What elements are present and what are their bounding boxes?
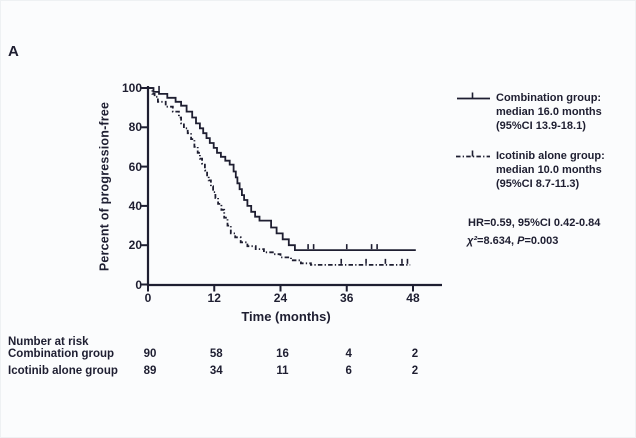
at-risk-value: 34 bbox=[209, 365, 223, 377]
at-risk-value: 2 bbox=[411, 365, 419, 377]
legend-entry-icotinib: Icotinib alone group: median 10.0 months… bbox=[496, 149, 635, 191]
at-risk-value: 58 bbox=[209, 348, 223, 360]
x-tick-label-48: 48 bbox=[406, 291, 420, 305]
y-tick-label-20: 20 bbox=[128, 238, 142, 253]
panel-label: A bbox=[8, 43, 19, 60]
y-tick-label-80: 80 bbox=[128, 120, 142, 135]
at-risk-value: 89 bbox=[143, 365, 157, 377]
number-at-risk-title: Number at risk bbox=[8, 336, 89, 348]
at-risk-value: 4 bbox=[345, 348, 352, 360]
p-value: =0.003 bbox=[524, 235, 559, 247]
legend-combination-name: Combination group: bbox=[496, 92, 602, 104]
y-tick-label-100: 100 bbox=[121, 81, 142, 95]
km-curve-icotinib bbox=[148, 87, 411, 266]
legend-entry-combination: Combination group: median 16.0 months (9… bbox=[496, 91, 635, 133]
hazard-ratio-text: HR=0.59, 95%CI 0.42-0.84 bbox=[468, 217, 601, 229]
at-risk-row-label-combination: Combination group bbox=[8, 348, 115, 360]
x-tick-label-0: 0 bbox=[144, 291, 152, 305]
x-tick-label-12: 12 bbox=[207, 291, 221, 305]
at-risk-value: 16 bbox=[276, 348, 289, 360]
at-risk-value: 11 bbox=[276, 365, 289, 377]
chi-value: =8.634, bbox=[477, 235, 518, 247]
y-tick-label-60: 60 bbox=[128, 159, 142, 174]
legend-combination-median: median 16.0 months bbox=[496, 106, 602, 118]
at-risk-value: 90 bbox=[143, 348, 157, 360]
legend-icotinib-median: median 10.0 months bbox=[496, 164, 602, 176]
y-tick-label-0: 0 bbox=[135, 277, 142, 292]
legend-icotinib-ci: (95%CI 8.7-11.3) bbox=[496, 178, 580, 190]
y-tick-label-40: 40 bbox=[128, 198, 142, 213]
y-axis-title: Percent of progression-free bbox=[97, 101, 112, 272]
x-tick-label-24: 24 bbox=[273, 291, 288, 305]
legend-combination-ci: (95%CI 13.9-18.1) bbox=[496, 120, 586, 132]
at-risk-value: 6 bbox=[345, 365, 352, 377]
legend-icotinib-name: Icotinib alone group: bbox=[496, 150, 605, 162]
at-risk-value: 2 bbox=[411, 348, 419, 360]
chi-symbol: χ² bbox=[467, 235, 478, 247]
x-axis-title: Time (months) bbox=[241, 309, 331, 324]
km-curve-combination bbox=[148, 87, 416, 251]
x-tick-label-36: 36 bbox=[340, 291, 354, 305]
at-risk-row-label-icotinib: Icotinib alone group bbox=[8, 365, 118, 377]
p-symbol: P bbox=[517, 235, 525, 247]
chi-square-text: χ²=8.634, P=0.003 bbox=[467, 235, 558, 247]
